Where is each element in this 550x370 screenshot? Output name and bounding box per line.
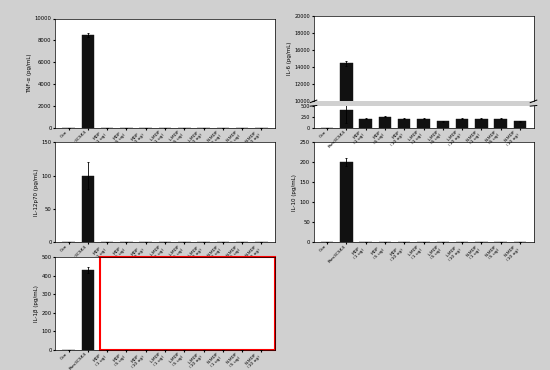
Bar [340, 110, 353, 128]
Bar [340, 162, 353, 242]
Y-axis label: IL-10 (pg/mL): IL-10 (pg/mL) [292, 174, 297, 211]
Bar [475, 119, 488, 128]
Bar [494, 119, 507, 128]
Bar [437, 121, 449, 128]
Y-axis label: IL-12p70 (pg/mL): IL-12p70 (pg/mL) [34, 169, 38, 216]
Y-axis label: IL-6 (pg/mL): IL-6 (pg/mL) [287, 42, 292, 75]
Y-axis label: IL-1β (pg/mL): IL-1β (pg/mL) [34, 285, 38, 322]
Y-axis label: TNF-α (pg/mL): TNF-α (pg/mL) [27, 53, 32, 93]
Bar [417, 119, 430, 128]
Bar [340, 63, 353, 186]
Bar [359, 119, 372, 128]
Bar [81, 270, 94, 350]
Bar [456, 119, 469, 128]
Bar [100, 257, 275, 350]
Bar [378, 117, 391, 128]
Bar [514, 121, 526, 128]
Bar [398, 119, 410, 128]
Bar [81, 35, 94, 128]
Bar [81, 176, 94, 242]
